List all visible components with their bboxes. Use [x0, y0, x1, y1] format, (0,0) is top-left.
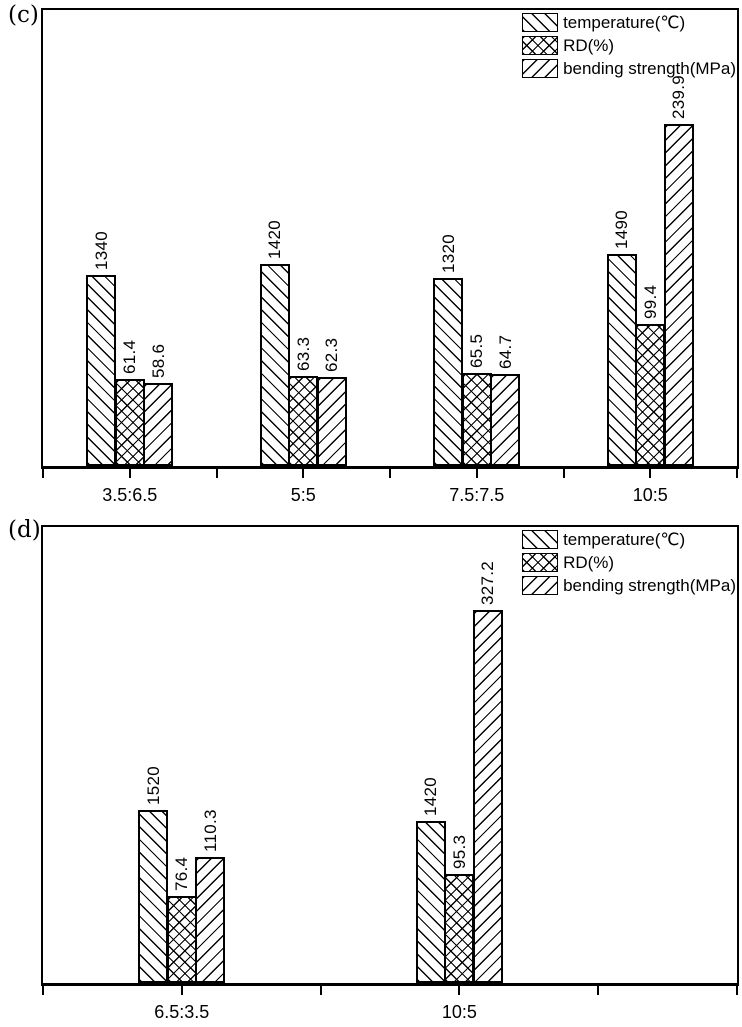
panel-c: (c) 3.5:6.5 5:5 7.5:7.5 10:5 1340 61.4 58.6 142…	[8, 2, 739, 505]
x-axis-tick	[180, 986, 183, 995]
legend-swatch-diagonal-back-icon	[522, 13, 559, 32]
x-axis-category-label: 10:5	[632, 485, 668, 505]
bar-value-label: 1420	[421, 777, 441, 817]
x-axis-category-label: 5:5	[290, 485, 316, 505]
bar-crosshatch	[461, 372, 492, 466]
bar-diagonal-forward	[472, 610, 503, 983]
x-axis-tick	[389, 469, 391, 478]
bar-value-label: 1490	[612, 209, 632, 249]
bar-value-label: 64.7	[495, 334, 515, 369]
bar-diagonal-forward	[316, 377, 347, 466]
bar-value-label: 99.4	[640, 285, 660, 320]
x-axis-tick	[128, 469, 131, 478]
bar-crosshatch	[288, 375, 319, 466]
legend-item: bending strength(MPa)	[522, 575, 736, 596]
bar-crosshatch	[444, 874, 475, 983]
bar-diagonal-forward	[490, 373, 521, 466]
legend-swatch-diagonal-forward-icon	[522, 59, 559, 78]
legend-swatch-crosshatch-icon	[522, 553, 559, 572]
legend-label: RD(%)	[563, 553, 615, 572]
bar-value-label: 63.3	[293, 336, 313, 371]
bar-value-label: 62.3	[322, 337, 342, 373]
bar-value-label: 110.3	[200, 809, 220, 853]
x-axis-tick	[736, 986, 738, 995]
legend-label: temperature(℃)	[563, 530, 686, 549]
bar-diagonal-back	[606, 253, 637, 466]
panel-d: (d) 6.5:3.5 10:5 1520 76.4 110.3 1420 95.3 327.…	[0, 515, 742, 1027]
bar-value-label: 61.4	[120, 339, 140, 374]
bar-value-label: 95.3	[449, 835, 469, 870]
bar-diagonal-back	[86, 275, 117, 466]
bar-diagonal-forward	[195, 857, 226, 983]
x-axis-category-label: 7.5:7.5	[449, 485, 505, 505]
bar-value-label: 1320	[438, 233, 458, 273]
legend-label: bending strength(MPa)	[563, 576, 736, 595]
x-axis-category-label: 6.5:3.5	[154, 1002, 210, 1022]
x-axis-tick	[597, 986, 600, 995]
bar-value-label: 76.4	[172, 856, 192, 891]
bar-value-label: 239.9	[669, 75, 689, 120]
bar-crosshatch	[635, 324, 666, 466]
bar-diagonal-forward	[143, 382, 174, 466]
legend-label: bending strength(MPa)	[563, 59, 736, 78]
legend-item: RD(%)	[522, 552, 736, 573]
legend-item: temperature(℃)	[522, 529, 736, 550]
legend-label: temperature(℃)	[563, 13, 686, 32]
legend: temperature(℃) RD(%) bending strength(MPa)	[522, 12, 736, 81]
x-axis-tick	[302, 469, 305, 478]
x-axis-category-label: 10:5	[441, 1002, 477, 1022]
bar-diagonal-back	[259, 263, 290, 466]
x-axis-tick	[475, 469, 478, 478]
x-axis-tick	[649, 469, 652, 478]
legend-label: RD(%)	[563, 36, 615, 55]
bar-value-label: 1520	[143, 765, 163, 805]
panel-label-d: (d)	[8, 517, 41, 543]
x-axis-tick	[736, 469, 738, 478]
legend-swatch-crosshatch-icon	[522, 36, 559, 55]
x-axis-tick	[458, 986, 461, 995]
bar-value-label: 58.6	[148, 343, 168, 378]
bar-value-label: 1340	[91, 231, 111, 271]
bar-diagonal-back	[415, 821, 446, 983]
panel-label-c: (c)	[8, 2, 39, 28]
plot-area-c: 3.5:6.5 5:5 7.5:7.5 10:5 1340 61.4 58.6 1420 63.…	[41, 8, 739, 505]
plot-area-d: 6.5:3.5 10:5 1520 76.4 110.3 1420 95.3 327.2 tem…	[41, 525, 739, 1022]
bar-diagonal-back	[433, 277, 464, 466]
bar-diagonal-forward	[663, 124, 694, 466]
legend-swatch-diagonal-back-icon	[522, 530, 559, 549]
bar-value-label: 327.2	[478, 560, 498, 605]
bar-value-label: 65.5	[467, 333, 487, 368]
x-axis-tick	[42, 469, 44, 478]
bar-crosshatch	[166, 895, 197, 983]
x-axis-tick	[215, 469, 218, 478]
x-axis-tick	[319, 986, 322, 995]
legend-swatch-diagonal-forward-icon	[522, 576, 559, 595]
x-axis-tick	[562, 469, 565, 478]
bar-value-label: 1420	[265, 219, 285, 259]
legend-item: RD(%)	[522, 35, 736, 56]
x-axis-category-label: 3.5:6.5	[102, 485, 158, 505]
bar-diagonal-back	[138, 809, 169, 983]
x-axis-tick	[42, 986, 44, 995]
legend: temperature(℃) RD(%) bending strength(MPa)	[522, 529, 736, 598]
legend-item: temperature(℃)	[522, 12, 736, 33]
bar-crosshatch	[114, 378, 145, 466]
legend-item: bending strength(MPa)	[522, 58, 736, 79]
